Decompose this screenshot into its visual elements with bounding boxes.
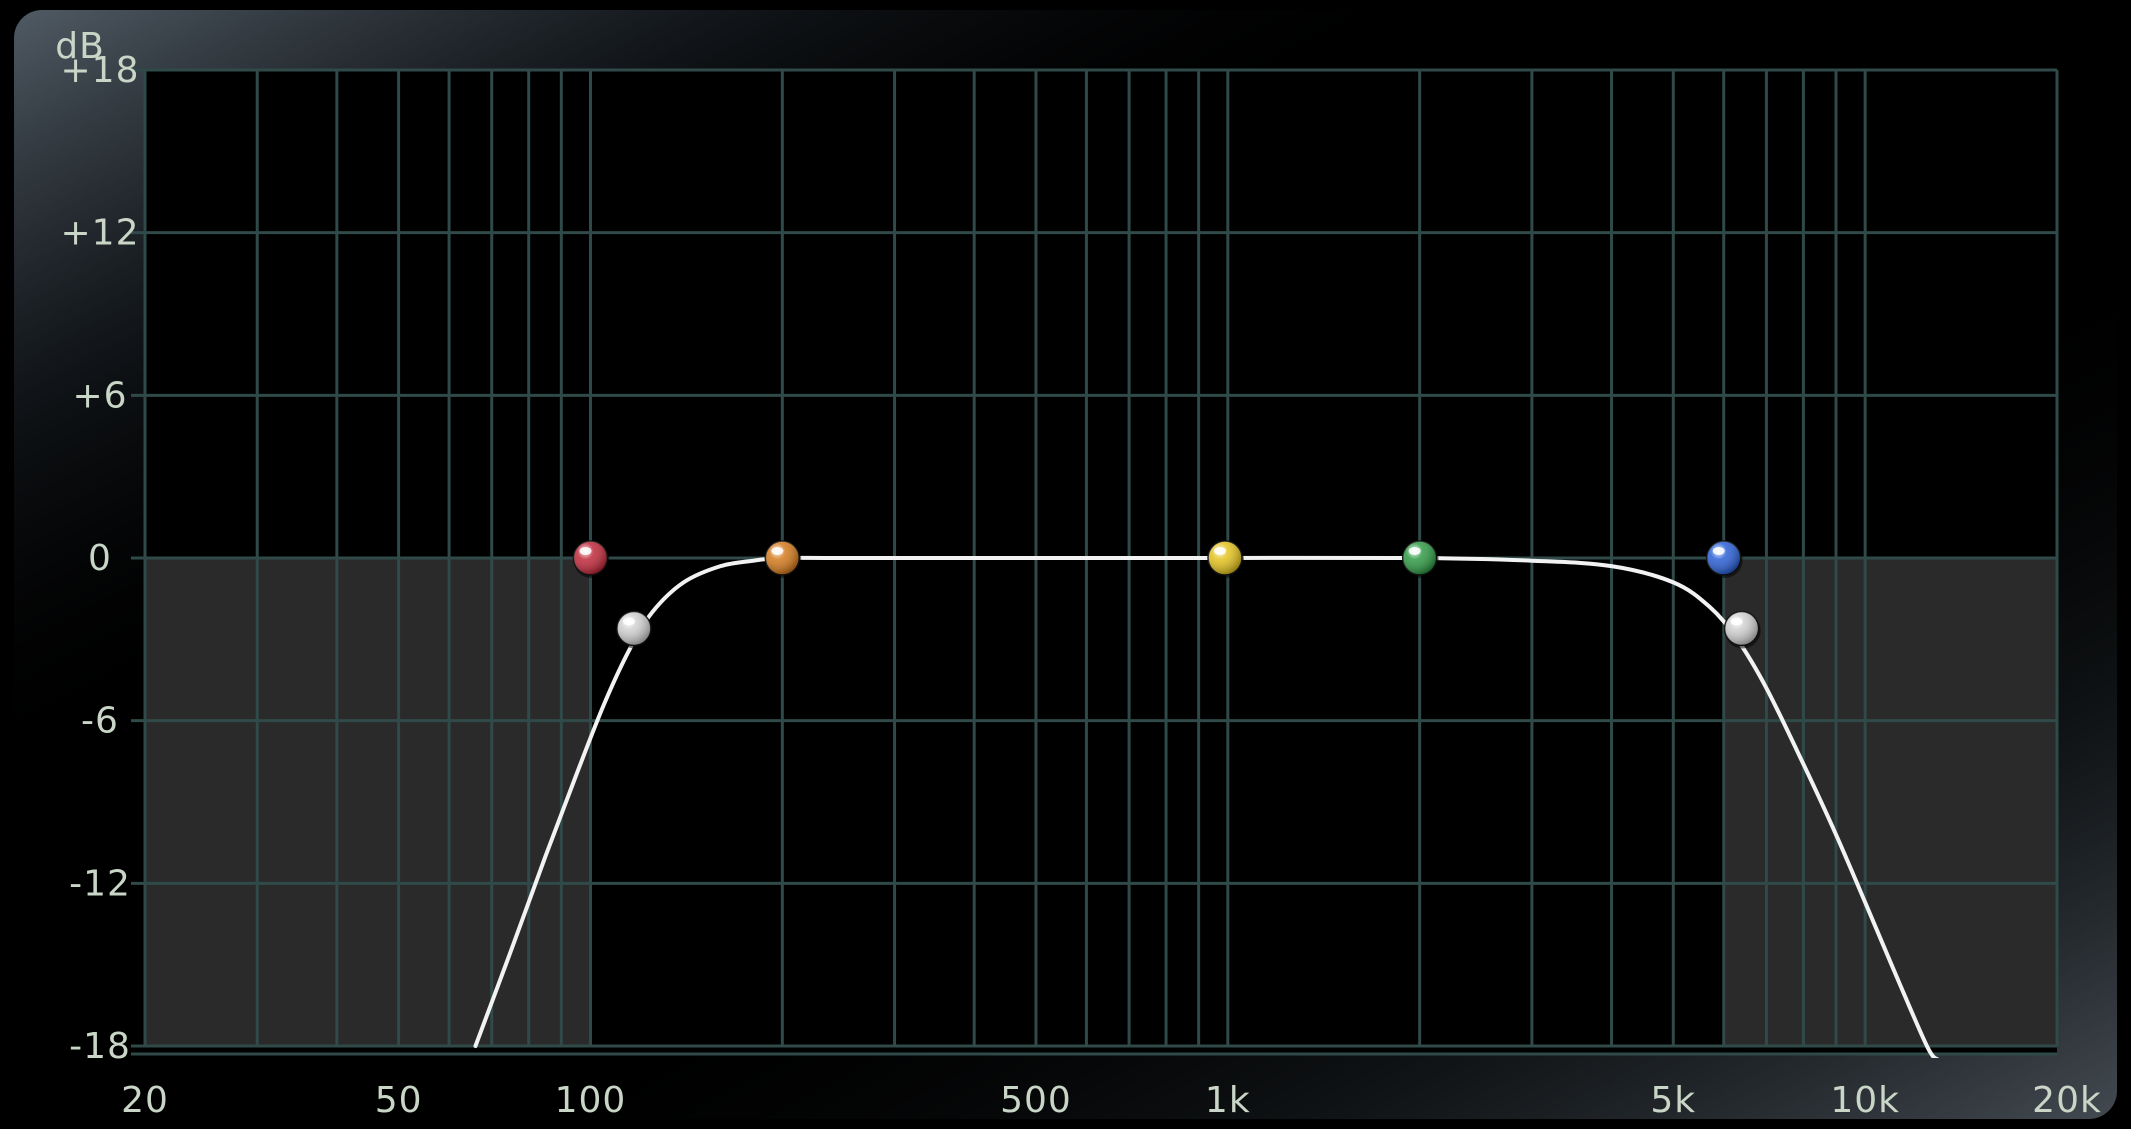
y-tick-label: +18 xyxy=(61,50,140,91)
y-tick-label: +12 xyxy=(61,213,140,254)
handle-highlight xyxy=(579,547,592,555)
handle-highlight xyxy=(1730,617,1743,626)
x-tick-label: 20 xyxy=(121,1080,169,1121)
handle-shine xyxy=(1402,541,1437,575)
handle-highlight xyxy=(771,547,784,555)
band3-yellow-handle[interactable] xyxy=(1207,540,1245,578)
y-axis-labels: +18 +12 +6 0 -6 -12 -18 xyxy=(61,50,140,1067)
band1-red-handle[interactable] xyxy=(572,540,610,578)
y-axis-unit-label: dB xyxy=(55,26,105,67)
high-cut-white-handle[interactable] xyxy=(1723,610,1761,649)
handle-highlight xyxy=(1214,547,1227,555)
band-handles xyxy=(572,540,1761,649)
band2-orange-handle[interactable] xyxy=(764,540,802,578)
low-cut-white-handle[interactable] xyxy=(616,610,653,649)
handle-shine xyxy=(1724,611,1759,646)
high-cut-region xyxy=(1723,558,2057,1046)
handle-shine xyxy=(765,541,800,575)
low-cut-region xyxy=(145,558,591,1046)
y-tick-label: +6 xyxy=(72,375,127,416)
x-tick-label: 50 xyxy=(375,1080,423,1121)
handle-shine xyxy=(616,611,651,646)
y-tick-label: -6 xyxy=(81,701,119,742)
handle-highlight xyxy=(1712,547,1725,555)
band4-green-handle[interactable] xyxy=(1401,540,1439,578)
handle-shine xyxy=(573,541,608,575)
x-tick-label: 500 xyxy=(1000,1080,1072,1121)
y-tick-label: -18 xyxy=(69,1026,131,1067)
x-tick-label: 5k xyxy=(1650,1080,1696,1121)
x-axis-labels: 20 50 100 500 1k 5k 10k 20k xyxy=(121,1080,2102,1121)
handle-highlight xyxy=(1408,547,1421,555)
band5-blue-handle[interactable] xyxy=(1706,540,1743,578)
y-tick-label: -12 xyxy=(69,863,131,904)
y-tick-label: 0 xyxy=(88,538,112,579)
x-tick-label: 1k xyxy=(1205,1080,1251,1121)
handle-highlight xyxy=(622,617,635,626)
x-tick-label: 10k xyxy=(1830,1080,1900,1121)
x-tick-label: 20k xyxy=(2032,1080,2102,1121)
handle-shine xyxy=(1208,541,1243,575)
handle-shine xyxy=(1706,541,1741,575)
x-tick-label: 100 xyxy=(555,1080,627,1121)
